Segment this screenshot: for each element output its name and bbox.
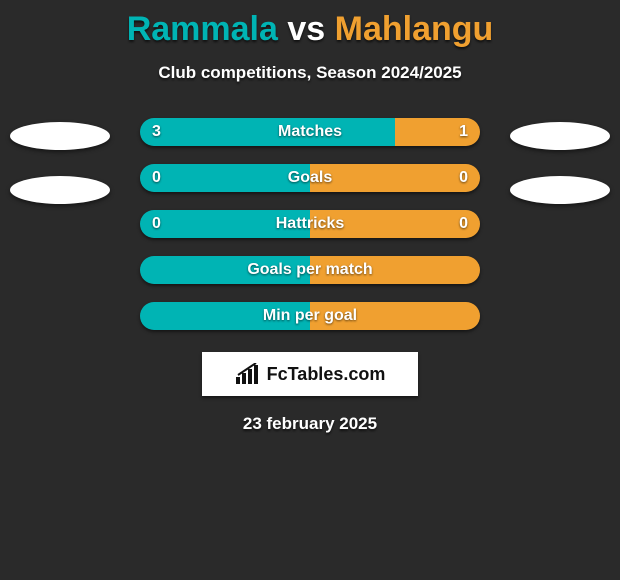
stat-label: Hattricks xyxy=(140,210,480,238)
stat-value-right: 0 xyxy=(459,210,468,238)
stat-value-left: 3 xyxy=(152,118,161,146)
player1-name: Rammala xyxy=(127,10,278,48)
stat-label: Goals xyxy=(140,164,480,192)
player2-name: Mahlangu xyxy=(335,10,494,48)
stat-label: Min per goal xyxy=(140,302,480,330)
comparison-card: Rammala vs Mahlangu Club competitions, S… xyxy=(0,0,620,580)
stat-value-right: 0 xyxy=(459,164,468,192)
player2-club-badge xyxy=(510,122,610,150)
vs-text: vs xyxy=(278,10,335,48)
stat-bar: Goals0 0 xyxy=(140,164,480,192)
stat-bar: Min per goal xyxy=(140,302,480,330)
stat-label: Matches xyxy=(140,118,480,146)
stat-value-left: 0 xyxy=(152,210,161,238)
stat-value-left: 0 xyxy=(152,164,161,192)
subtitle: Club competitions, Season 2024/2025 xyxy=(0,63,620,83)
player1-club-badge xyxy=(10,122,110,150)
page-title: Rammala vs Mahlangu xyxy=(0,0,620,49)
player1-nat-badge xyxy=(10,176,110,204)
player2-nat-badge xyxy=(510,176,610,204)
stats-area: Matches31Goals00Hattricks00Goals per mat… xyxy=(140,118,480,348)
brand-text: FcTables.com xyxy=(267,364,386,385)
stat-value-right: 1 xyxy=(459,118,468,146)
stat-bar: Goals per match xyxy=(140,256,480,284)
stat-bar: Matches3 1 xyxy=(140,118,480,146)
brand-box: FcTables.com xyxy=(202,352,418,396)
chart-icon xyxy=(235,363,261,385)
brand-area: FcTables.com 23 february 2025 xyxy=(0,352,620,434)
stat-label: Goals per match xyxy=(140,256,480,284)
stat-bar: Hattricks0 0 xyxy=(140,210,480,238)
date-text: 23 february 2025 xyxy=(0,414,620,434)
